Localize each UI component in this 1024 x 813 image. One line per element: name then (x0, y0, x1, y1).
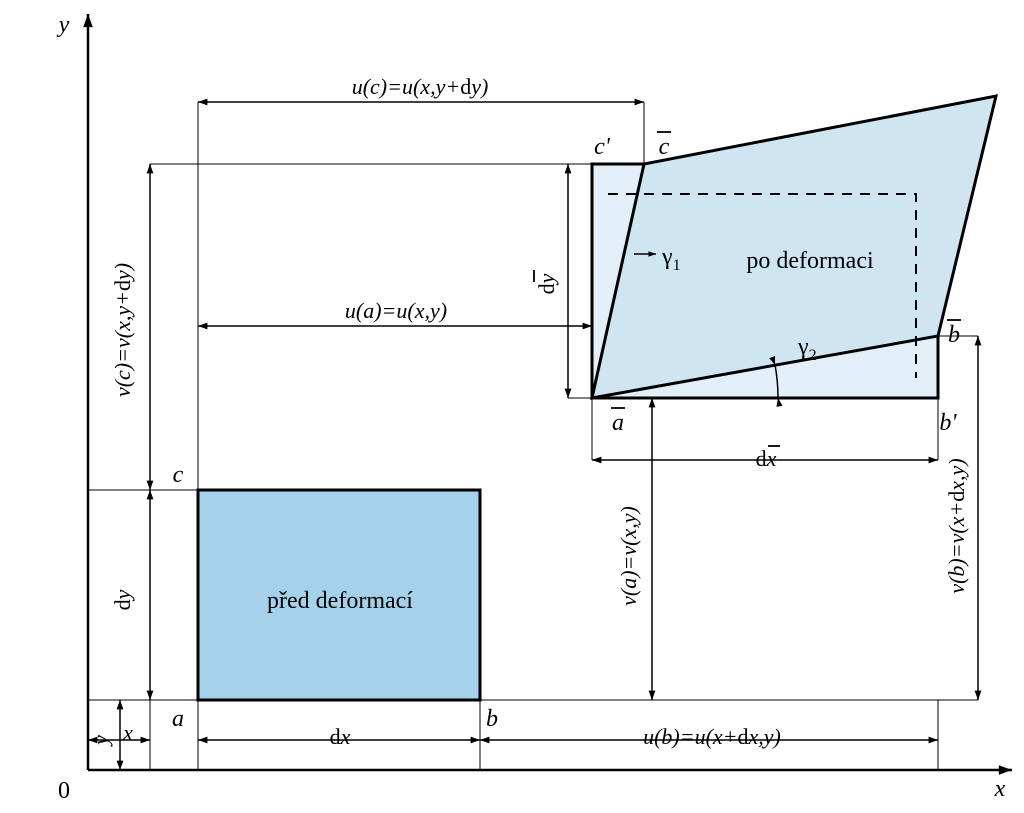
svg-text:dy: dy (534, 273, 559, 294)
svg-text:dy: dy (110, 589, 135, 610)
svg-text:a: a (612, 410, 624, 436)
svg-text:y: y (88, 735, 113, 747)
svg-text:u(b)=u(x+dx,y): u(b)=u(x+dx,y) (643, 724, 781, 749)
svg-text:0: 0 (58, 778, 70, 804)
svg-text:b: b (948, 322, 960, 348)
svg-text:u(c)=u(x,y+dy): u(c)=u(x,y+dy) (352, 74, 489, 99)
svg-text:dx: dx (756, 446, 777, 471)
svg-text:c: c (173, 462, 184, 488)
svg-text:x: x (994, 776, 1006, 802)
svg-text:x: x (122, 720, 133, 745)
svg-text:v(c)=v(x,y+dy): v(c)=v(x,y+dy) (110, 263, 135, 397)
svg-text:a: a (172, 706, 184, 732)
deformation-diagram: xy0xydxdyu(a)=u(x,y)u(c)=u(x,y+dy)u(b)=u… (0, 0, 1024, 813)
svg-text:po deformaci: po deformaci (746, 248, 874, 274)
svg-text:u(a)=u(x,y): u(a)=u(x,y) (345, 298, 447, 323)
svg-text:b': b' (939, 410, 957, 436)
svg-text:y: y (57, 12, 70, 38)
svg-text:dx: dx (330, 724, 351, 749)
svg-text:c': c' (594, 134, 611, 160)
svg-text:v(a)=v(x,y): v(a)=v(x,y) (616, 506, 641, 606)
svg-text:před deformací: před deformací (267, 588, 413, 614)
svg-text:b: b (486, 706, 498, 732)
svg-text:v(b)=v(x+dx,y): v(b)=v(x+dx,y) (944, 458, 969, 593)
svg-text:c: c (659, 134, 670, 160)
